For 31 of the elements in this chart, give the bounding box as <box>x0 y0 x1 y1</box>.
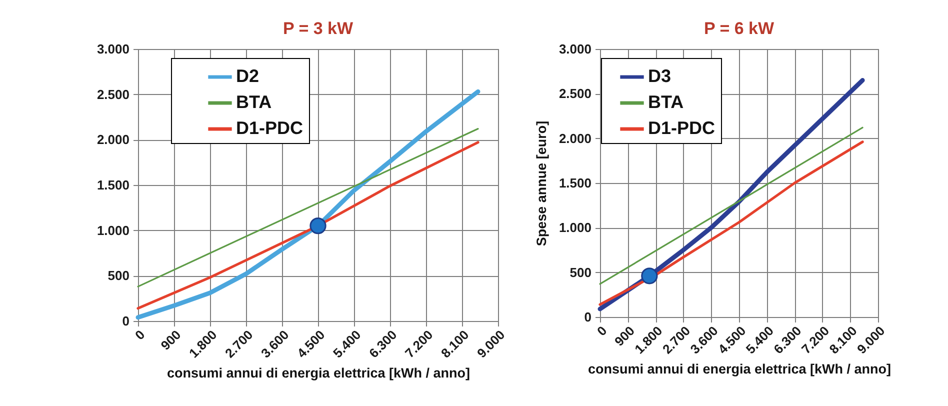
legend-label: BTA <box>648 92 684 112</box>
line-series <box>598 140 864 306</box>
y-axis-title: Spese annue [euro] <box>534 120 549 246</box>
y-tick-label: 3.000 <box>558 42 592 56</box>
y-tick-label: 2.500 <box>96 86 130 102</box>
legend-label: D3 <box>648 66 672 86</box>
legend-label: D2 <box>236 66 260 86</box>
y-tick-label: 1.000 <box>96 222 130 238</box>
y-tick-label: 2.500 <box>558 86 592 102</box>
y-tick-label: 500 <box>108 268 130 284</box>
y-tick-label: 2.000 <box>96 132 130 148</box>
y-tick-label: 3.000 <box>96 42 130 56</box>
x-tick-label: 0 <box>594 323 610 339</box>
line-series <box>136 141 480 310</box>
legend-label: BTA <box>236 92 272 112</box>
chart-title: P = 6 kW <box>704 19 775 38</box>
x-tick-label: 0 <box>132 327 148 343</box>
y-tick-label: 1.000 <box>558 220 592 236</box>
legend-label: D1-PDC <box>648 118 716 138</box>
line-series <box>136 89 480 320</box>
x-axis-title: consumi annui di energia elettrica [kWh / anno] <box>166 366 470 381</box>
y-tick-label: 500 <box>570 264 592 280</box>
y-tick-label: 2.000 <box>558 130 592 146</box>
y-tick-label: 0 <box>584 310 592 324</box>
y-tick-label: 1.500 <box>96 178 130 192</box>
y-tick-label: 0 <box>122 314 130 328</box>
y-tick-label: 1.500 <box>558 176 592 190</box>
legend-label: D1-PDC <box>236 118 304 138</box>
chart-title: P = 3 kW <box>282 19 354 38</box>
x-tick-label: 900 <box>158 327 184 354</box>
x-axis-title: consumi annui di energia elettrica [kWh / anno] <box>588 362 892 377</box>
